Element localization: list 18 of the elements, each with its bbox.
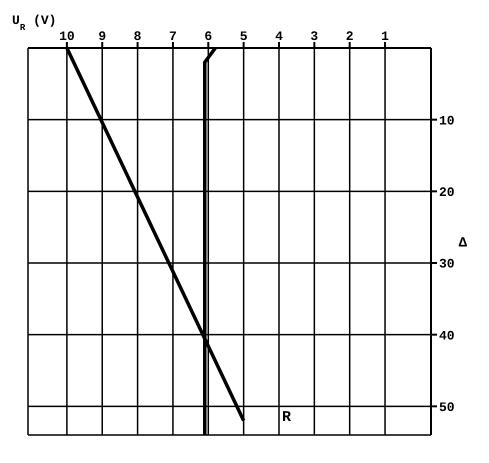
x-tick-label: 1 [381, 29, 390, 44]
y-tick-label: 20 [439, 184, 455, 200]
x-axis-title: U$_{R}$ (V) [12, 13, 56, 32]
y-axis-title: Δ [458, 235, 468, 252]
x-tick-label: 2 [346, 29, 354, 44]
annotation: R [280, 409, 294, 426]
x-tick-label: 7 [169, 29, 177, 44]
x-tick-label: 5 [240, 29, 248, 44]
y-tick-label: 50 [439, 400, 455, 415]
y-tick-label: 10 [439, 113, 455, 128]
y-tick-label: 40 [439, 328, 455, 344]
x-tick-label: 10 [59, 29, 75, 44]
x-tick-label: 9 [98, 29, 106, 44]
x-tick-label: 4 [275, 29, 284, 44]
x-tick-label: 3 [310, 29, 318, 44]
x-tick-label: 8 [134, 29, 142, 44]
y-tick-label: 30 [439, 256, 455, 272]
x-tick-label: 6 [204, 29, 212, 44]
